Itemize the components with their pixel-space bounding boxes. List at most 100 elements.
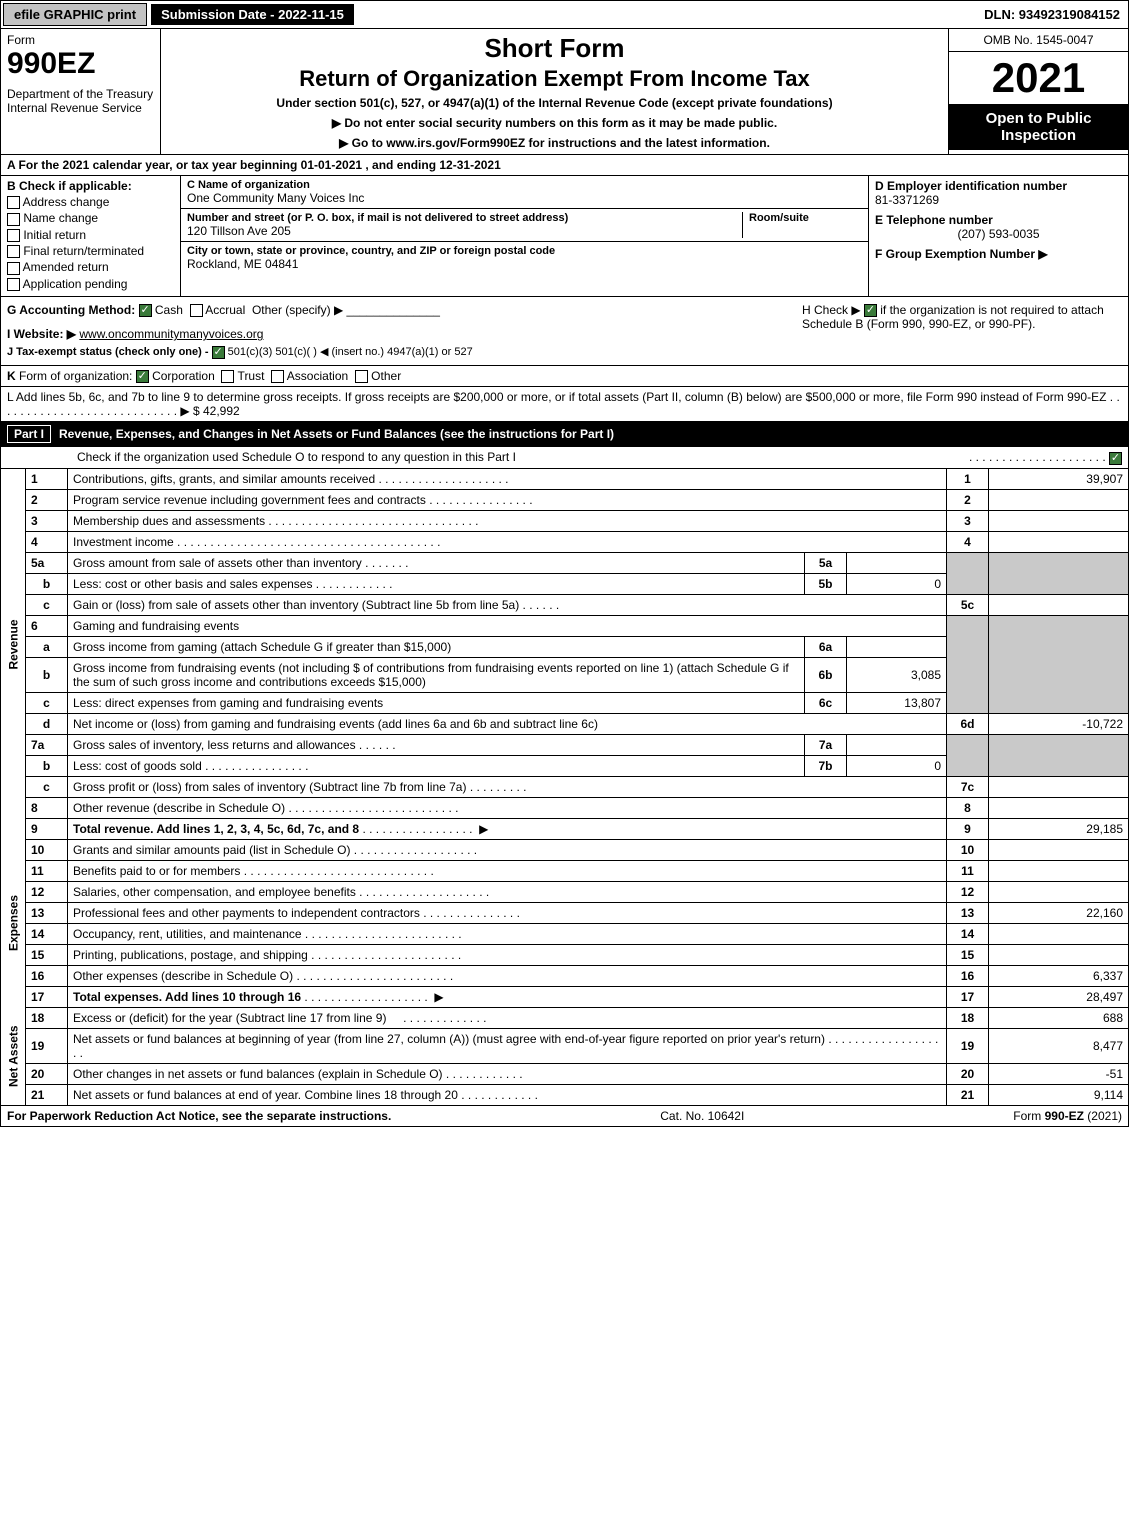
website-label: I Website: ▶	[7, 327, 76, 341]
cb-h[interactable]: ✓	[864, 304, 877, 317]
efile-print-button[interactable]: efile GRAPHIC print	[3, 3, 147, 26]
l10-desc: Grants and similar amounts paid (list in…	[73, 843, 350, 857]
lines-table: Revenue 1 Contributions, gifts, grants, …	[0, 469, 1129, 1106]
l7c-num: c	[26, 776, 68, 797]
l3-v	[989, 510, 1129, 531]
top-bar: efile GRAPHIC print Submission Date - 20…	[0, 0, 1129, 29]
cb-address-change[interactable]: Address change	[7, 195, 174, 209]
l16-desc: Other expenses (describe in Schedule O)	[73, 969, 293, 983]
l7c-desc: Gross profit or (loss) from sales of inv…	[73, 780, 466, 794]
l11-r: 11	[947, 860, 989, 881]
cb-501c3[interactable]: ✓	[212, 346, 225, 359]
l6b-num: b	[26, 657, 68, 692]
l14-v	[989, 923, 1129, 944]
arrow-icon-2: ▶	[434, 990, 443, 1004]
shade-6	[947, 615, 989, 713]
l5b-bv: 0	[847, 573, 947, 594]
l19-v: 8,477	[989, 1028, 1129, 1063]
col-c-org-info: C Name of organization One Community Man…	[181, 176, 868, 296]
cb-application-pending[interactable]: Application pending	[7, 277, 174, 291]
l7b-desc: Less: cost of goods sold	[73, 759, 202, 773]
l6d-desc: Net income or (loss) from gaming and fun…	[68, 713, 947, 734]
l8-r: 8	[947, 797, 989, 818]
g-label: G Accounting Method:	[7, 303, 135, 317]
footer-mid: Cat. No. 10642I	[660, 1109, 744, 1123]
l6d-v: -10,722	[989, 713, 1129, 734]
l12-num: 12	[26, 881, 68, 902]
l17-desc: Total expenses. Add lines 10 through 16	[73, 990, 301, 1004]
cb-cash[interactable]: ✓	[139, 304, 152, 317]
row-l: L Add lines 5b, 6c, and 7b to line 9 to …	[0, 387, 1129, 422]
l6c-num: c	[26, 692, 68, 713]
l12-v	[989, 881, 1129, 902]
side-rev-end	[1, 818, 26, 839]
shade-5ab-v	[989, 552, 1129, 594]
city: Rockland, ME 04841	[187, 257, 862, 271]
l4-r: 4	[947, 531, 989, 552]
arrow-icon: ▶	[479, 822, 488, 836]
note-link-text[interactable]: ▶ Go to www.irs.gov/Form990EZ for instru…	[339, 136, 770, 150]
l21-num: 21	[26, 1084, 68, 1105]
l13-desc: Professional fees and other payments to …	[73, 906, 420, 920]
title-short-form: Short Form	[169, 33, 940, 64]
l2-desc: Program service revenue including govern…	[73, 493, 426, 507]
omb-number: OMB No. 1545-0047	[949, 29, 1128, 52]
department: Department of the Treasury Internal Reve…	[7, 87, 154, 115]
header-mid: Short Form Return of Organization Exempt…	[161, 29, 948, 154]
footer: For Paperwork Reduction Act Notice, see …	[0, 1106, 1129, 1127]
cb-association[interactable]	[271, 370, 284, 383]
l17-r: 17	[947, 986, 989, 1007]
l14-num: 14	[26, 923, 68, 944]
part1-tag: Part I	[7, 425, 51, 443]
col-b-checkboxes: B Check if applicable: Address change Na…	[1, 176, 181, 296]
cb-accrual[interactable]	[190, 304, 203, 317]
cb-other-org[interactable]	[355, 370, 368, 383]
l7a-num: 7a	[26, 734, 68, 755]
cb-final-return[interactable]: Final return/terminated	[7, 244, 174, 258]
cb-name-change[interactable]: Name change	[7, 211, 174, 225]
l7b-bv: 0	[847, 755, 947, 776]
l14-r: 14	[947, 923, 989, 944]
cash-label: Cash	[155, 303, 183, 317]
header-left: Form 990EZ Department of the Treasury In…	[1, 29, 161, 154]
l6c-bv: 13,807	[847, 692, 947, 713]
cb-corporation[interactable]: ✓	[136, 370, 149, 383]
col-b-header: B Check if applicable:	[7, 179, 174, 193]
cb-schedule-o[interactable]: ✓	[1109, 452, 1122, 465]
title-return: Return of Organization Exempt From Incom…	[169, 66, 940, 92]
city-label: City or town, state or province, country…	[187, 245, 862, 257]
l8-v	[989, 797, 1129, 818]
part1-subtitle-row: Check if the organization used Schedule …	[0, 447, 1129, 468]
l17-v: 28,497	[989, 986, 1129, 1007]
l4-v	[989, 531, 1129, 552]
l6a-desc: Gross income from gaming (attach Schedul…	[68, 636, 805, 657]
subtitle: Under section 501(c), 527, or 4947(a)(1)…	[169, 96, 940, 110]
l1-v: 39,907	[989, 469, 1129, 490]
l6-desc: Gaming and fundraising events	[68, 615, 947, 636]
side-expenses: Expenses	[1, 839, 26, 1007]
l5b-box: 5b	[805, 573, 847, 594]
cb-initial-return[interactable]: Initial return	[7, 228, 174, 242]
org-name-label: C Name of organization	[187, 179, 862, 191]
l10-v	[989, 839, 1129, 860]
cb-trust[interactable]	[221, 370, 234, 383]
other-label: Other (specify) ▶	[252, 303, 343, 317]
form-header: Form 990EZ Department of the Treasury In…	[0, 29, 1129, 155]
l10-num: 10	[26, 839, 68, 860]
block-bcd: B Check if applicable: Address change Na…	[0, 176, 1129, 297]
header-right: OMB No. 1545-0047 2021 Open to Public In…	[948, 29, 1128, 154]
tax-year: 2021	[949, 52, 1128, 104]
part1-title: Revenue, Expenses, and Changes in Net As…	[59, 427, 614, 441]
l1-desc: Contributions, gifts, grants, and simila…	[73, 472, 375, 486]
street-label: Number and street (or P. O. box, if mail…	[187, 212, 742, 224]
l11-v	[989, 860, 1129, 881]
l1-r: 1	[947, 469, 989, 490]
part1-subtitle: Check if the organization used Schedule …	[77, 450, 516, 464]
website[interactable]: www.oncommunitymanyvoices.org	[79, 327, 263, 341]
l5a-num: 5a	[26, 552, 68, 573]
shade-7	[947, 734, 989, 776]
cb-amended-return[interactable]: Amended return	[7, 260, 174, 274]
l5c-v	[989, 594, 1129, 615]
j-opts: 501(c)(3) 501(c)( ) ◀ (insert no.) 4947(…	[228, 346, 473, 358]
l9-num: 9	[26, 818, 68, 839]
